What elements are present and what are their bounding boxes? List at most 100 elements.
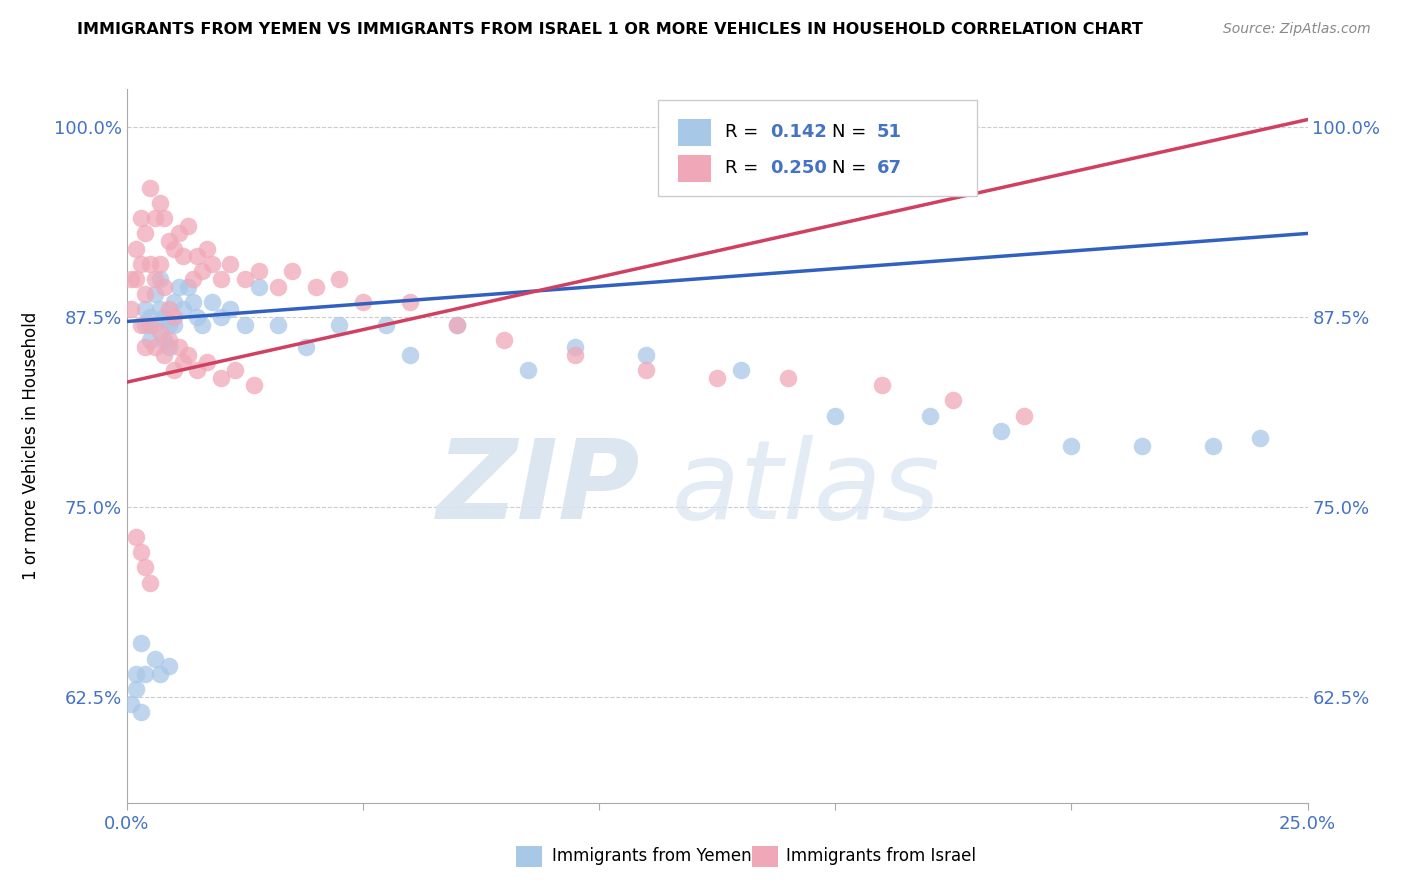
Text: IMMIGRANTS FROM YEMEN VS IMMIGRANTS FROM ISRAEL 1 OR MORE VEHICLES IN HOUSEHOLD : IMMIGRANTS FROM YEMEN VS IMMIGRANTS FROM… (77, 22, 1143, 37)
Point (157, 302, 180, 317)
Point (153, 279, 176, 293)
Point (186, 363, 208, 377)
Point (195, 242, 218, 256)
Text: Immigrants from Yemen: Immigrants from Yemen (551, 847, 751, 864)
Text: Source: ZipAtlas.com: Source: ZipAtlas.com (1223, 22, 1371, 37)
Point (247, 279, 270, 293)
Point (267, 279, 290, 293)
Point (186, 310, 208, 324)
Point (233, 318, 256, 332)
Point (163, 242, 186, 256)
Point (167, 279, 190, 293)
Point (243, 378, 266, 392)
Point (129, 211, 152, 226)
Point (163, 294, 186, 309)
Point (149, 302, 172, 317)
Point (149, 666, 172, 681)
Point (157, 340, 180, 354)
Point (143, 318, 166, 332)
Point (129, 636, 152, 650)
Point (1130, 439, 1153, 453)
Point (153, 333, 176, 347)
Point (517, 363, 540, 377)
Point (149, 272, 172, 286)
Point (129, 318, 152, 332)
Point (139, 181, 162, 195)
Point (139, 310, 162, 324)
Text: 0.142: 0.142 (770, 123, 827, 141)
Point (157, 234, 180, 248)
Point (167, 227, 190, 241)
Point (494, 333, 516, 347)
Point (706, 370, 728, 384)
Point (134, 340, 156, 354)
Point (267, 318, 290, 332)
Point (247, 264, 270, 278)
Point (872, 378, 894, 392)
Point (143, 340, 166, 354)
Point (125, 666, 148, 681)
Bar (678, 120, 711, 146)
Point (172, 249, 194, 263)
Point (134, 287, 156, 301)
Point (163, 310, 186, 324)
Point (233, 272, 256, 286)
Point (219, 257, 242, 271)
Point (375, 318, 398, 332)
Text: N =: N = (831, 123, 872, 141)
Point (149, 257, 172, 271)
Point (143, 211, 166, 226)
Point (139, 333, 162, 347)
Point (1202, 439, 1225, 453)
Point (129, 545, 152, 559)
Point (195, 355, 218, 369)
Point (134, 227, 156, 241)
Point (134, 302, 156, 317)
Point (163, 318, 186, 332)
Point (191, 264, 214, 278)
Text: 51: 51 (876, 123, 901, 141)
Point (157, 318, 180, 332)
Point (304, 279, 326, 293)
Point (177, 279, 200, 293)
Point (219, 302, 242, 317)
Point (177, 219, 200, 233)
Point (120, 272, 142, 286)
Point (139, 575, 162, 590)
Point (990, 424, 1012, 438)
FancyBboxPatch shape (658, 100, 977, 196)
Text: atlas: atlas (671, 435, 941, 542)
Point (172, 302, 194, 317)
Point (636, 363, 658, 377)
Text: Immigrants from Israel: Immigrants from Israel (786, 847, 976, 864)
Point (209, 272, 232, 286)
Point (281, 264, 304, 278)
Point (399, 294, 422, 309)
Point (186, 249, 208, 263)
Point (824, 409, 846, 423)
Point (134, 560, 156, 574)
Text: 67: 67 (876, 159, 901, 177)
Text: R =: R = (725, 159, 765, 177)
Point (181, 272, 204, 286)
Point (157, 659, 180, 673)
Point (167, 340, 190, 354)
Point (134, 318, 156, 332)
Text: N =: N = (831, 159, 872, 177)
Point (730, 363, 752, 377)
Point (134, 666, 156, 681)
Point (143, 272, 166, 286)
Point (776, 370, 799, 384)
Point (149, 196, 172, 211)
Point (149, 325, 172, 339)
Point (125, 530, 148, 544)
Point (129, 705, 152, 719)
Point (1249, 431, 1271, 445)
Point (139, 257, 162, 271)
Bar (752, 846, 779, 867)
Point (446, 318, 468, 332)
Point (153, 348, 176, 362)
Point (564, 340, 586, 354)
Point (209, 370, 232, 384)
Bar (678, 155, 711, 182)
